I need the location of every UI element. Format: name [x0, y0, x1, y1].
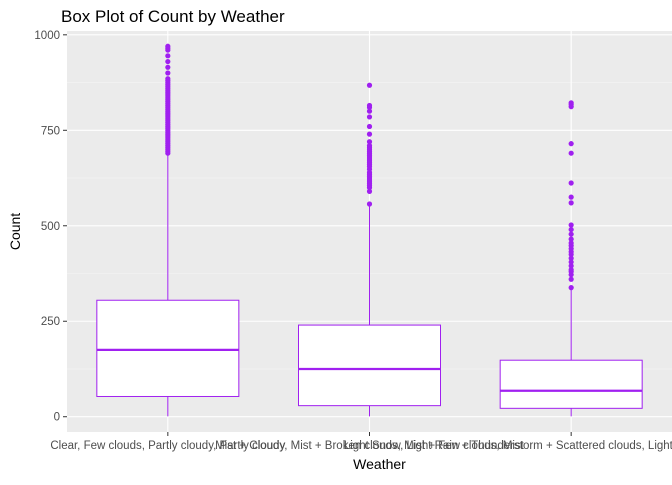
- outlier-point: [568, 285, 574, 291]
- x-axis-label: Weather: [353, 456, 406, 472]
- outlier-point: [568, 100, 574, 106]
- outlier-point: [165, 53, 171, 59]
- outlier-point: [568, 259, 574, 265]
- y-axis-ticks: 0 250 500 750 1000: [34, 30, 67, 424]
- outlier-point: [568, 180, 574, 186]
- outlier-point: [366, 108, 373, 114]
- outlier-point: [165, 70, 171, 76]
- x-tick-label: Clear, Few clouds, Partly cloudy, Partly…: [50, 440, 285, 452]
- outlier-point: [568, 236, 574, 242]
- outlier-point: [366, 142, 373, 149]
- x-axis-ticks: Clear, Few clouds, Partly cloudy, Partly…: [50, 432, 672, 452]
- box-2: [298, 82, 441, 417]
- outlier-point: [165, 76, 171, 82]
- outlier-point: [568, 226, 574, 233]
- outlier-point: [366, 82, 373, 88]
- box-iqr: [96, 299, 240, 397]
- box-1: [96, 43, 240, 417]
- outlier-point: [568, 194, 574, 200]
- y-axis-label: Count: [7, 213, 23, 250]
- outlier-point: [366, 201, 373, 207]
- outlier-point: [165, 43, 171, 49]
- outlier-point: [568, 263, 574, 269]
- chart-title: Box Plot of Count by Weather: [61, 7, 285, 26]
- outlier-point: [568, 276, 574, 282]
- outlier-point: [366, 131, 373, 137]
- y-tick-label: 750: [41, 125, 60, 137]
- outlier-point: [366, 102, 373, 109]
- box-iqr: [499, 359, 643, 409]
- outlier-point: [568, 231, 574, 237]
- box-3: [499, 100, 643, 417]
- outlier-point: [568, 222, 574, 228]
- y-tick-label: 500: [41, 221, 60, 233]
- outlier-point: [165, 58, 171, 65]
- x-tick-label: Light Snow, Light Rain + Thunderstorm + …: [344, 440, 672, 452]
- box-iqr: [298, 324, 441, 407]
- outlier-point: [568, 141, 574, 147]
- outlier-point: [366, 123, 373, 130]
- outlier-point: [568, 200, 574, 206]
- outlier-point: [366, 188, 373, 194]
- outlier-point: [165, 64, 171, 70]
- outlier-point: [366, 139, 373, 145]
- outlier-point: [568, 267, 574, 273]
- outlier-point: [366, 114, 373, 120]
- x-tick-label: Mist + Cloudy, Mist + Broken clouds, Mis…: [215, 440, 525, 452]
- outlier-point: [568, 240, 574, 246]
- outlier-point: [568, 255, 574, 261]
- y-tick-label: 0: [54, 412, 60, 424]
- boxes: [96, 43, 643, 417]
- outlier-point: [568, 150, 574, 156]
- y-tick-label: 1000: [34, 30, 60, 42]
- y-tick-label: 250: [41, 316, 60, 328]
